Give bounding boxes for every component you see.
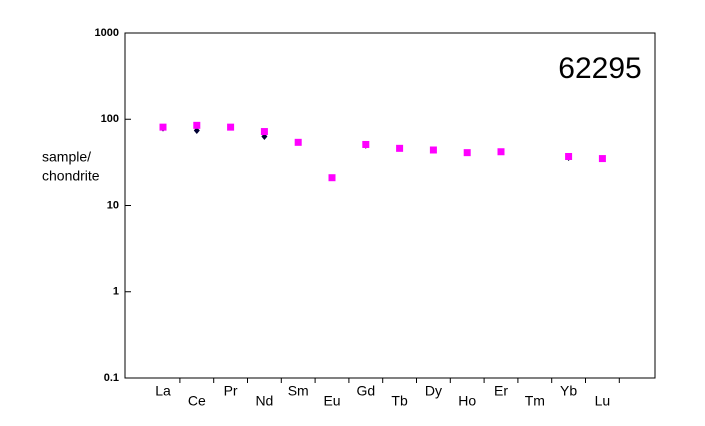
point [362, 140, 370, 148]
x-tick-label: Lu [595, 393, 611, 409]
x-tick-label: La [155, 383, 171, 399]
y-tick-label: 1 [113, 286, 119, 298]
point [598, 155, 606, 163]
x-tick-label: Er [494, 383, 508, 399]
point [294, 138, 302, 146]
point [565, 152, 573, 160]
point [396, 144, 404, 152]
x-tick-label: Tb [391, 393, 408, 409]
point [227, 123, 235, 131]
point [463, 149, 471, 157]
point [260, 128, 268, 136]
x-tick-label: Sm [288, 383, 309, 399]
x-tick-label: Gd [356, 383, 375, 399]
x-tick-label: Dy [425, 383, 442, 399]
point [159, 123, 167, 131]
x-tick-label: Nd [255, 393, 273, 409]
x-tick-label: Tm [525, 393, 545, 409]
y-tick-label: 10 [107, 199, 119, 211]
annotation: 62295 [558, 52, 641, 85]
x-tick-label: Yb [560, 383, 577, 399]
y-tick-label: 0.1 [104, 372, 119, 384]
x-tick-label: Pr [224, 383, 238, 399]
point [497, 148, 505, 156]
x-tick-label: Ho [458, 393, 476, 409]
x-tick-label: Ce [188, 393, 206, 409]
y-tick-label: 100 [101, 113, 119, 125]
point [328, 174, 336, 182]
y-axis-label: sample/ [42, 149, 91, 165]
y-tick-label: 1000 [95, 27, 119, 39]
point [429, 146, 437, 154]
x-tick-label: Eu [323, 393, 340, 409]
y-axis-label: chondrite [42, 168, 100, 184]
point [193, 121, 201, 129]
